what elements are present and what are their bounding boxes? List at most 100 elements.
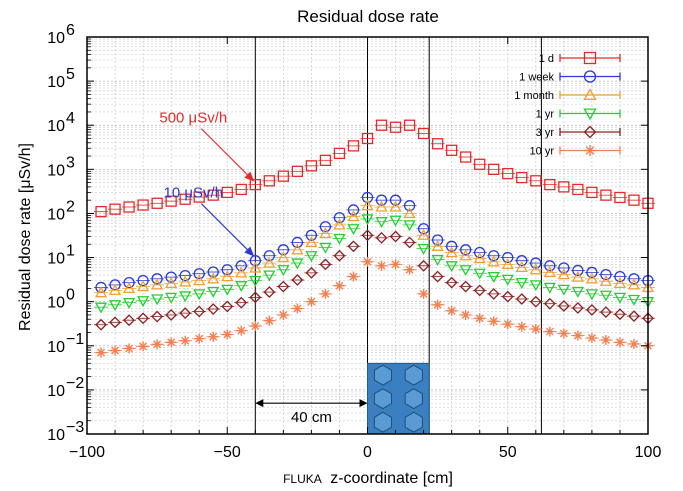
data-point: [375, 200, 388, 212]
data-point: [529, 295, 542, 308]
x-tick-label: −100: [69, 444, 105, 461]
data-point: [137, 312, 150, 325]
data-point: [333, 233, 346, 245]
data-point: [628, 310, 640, 323]
series-1-month: [94, 199, 656, 298]
x-axis-ticks: −100 −50 0 50 100: [69, 37, 661, 461]
annotation-label: 500 μSv/h: [159, 110, 227, 127]
legend-label: 3 yr: [536, 127, 555, 139]
data-point: [389, 215, 402, 227]
data-point: [136, 280, 150, 292]
dimension-arrowhead-right: [359, 399, 368, 408]
data-point: [361, 199, 374, 211]
data-point: [151, 310, 164, 323]
data-point: [305, 266, 318, 279]
data-point: [291, 258, 304, 270]
device-hex-bolt: [404, 364, 423, 386]
data-point: [263, 286, 276, 298]
legend-label: 1 d: [539, 53, 554, 65]
legend: 1 d 1 week 1 month 1 yr 3 yr 10 yr: [514, 51, 621, 158]
data-point: [235, 296, 248, 309]
y-tick-exponent: 6: [66, 22, 75, 39]
data-point: [122, 282, 136, 294]
data-point: [529, 263, 542, 275]
data-point: [445, 276, 458, 289]
data-point: [319, 242, 332, 254]
device-hex-bolt: [373, 411, 392, 433]
data-point: [459, 265, 472, 277]
y-tick-exponent: −3: [66, 419, 84, 436]
data-point: [585, 289, 599, 301]
data-point: [151, 278, 164, 290]
y-tick-label: 10: [47, 251, 65, 268]
data-point: [305, 251, 318, 263]
y-tick-label: 10: [47, 74, 65, 91]
data-point: [165, 277, 178, 289]
data-point: [263, 270, 276, 282]
data-point: [403, 220, 416, 232]
data-point: [263, 256, 276, 268]
data-point: [375, 217, 388, 229]
data-point: [333, 249, 346, 262]
legend-label: 1 week: [519, 72, 554, 84]
data-point: [94, 286, 108, 298]
data-point: [529, 280, 542, 292]
data-point: [614, 308, 626, 321]
data-point: [165, 309, 178, 321]
data-point: [501, 258, 514, 270]
data-point: [347, 240, 360, 253]
data-point: [333, 218, 346, 230]
series-1-d: [94, 119, 656, 218]
data-point: [501, 290, 514, 303]
data-point: [122, 297, 136, 309]
y-axis-label: Residual dose rate [μSv/h]: [17, 143, 34, 331]
data-point: [459, 249, 472, 261]
data-point: [459, 280, 472, 293]
dimension-arrowhead-left: [255, 399, 264, 408]
data-point: [389, 200, 402, 212]
data-point: [347, 224, 360, 236]
y-tick-label: 10: [47, 427, 65, 444]
data-point: [277, 280, 290, 293]
data-point: [277, 265, 290, 277]
data-point: [431, 254, 444, 266]
data-point: [347, 210, 360, 222]
annotation-label: 10 μSv/h: [164, 185, 224, 202]
x-tick-label: 100: [635, 444, 662, 461]
data-point: [585, 304, 598, 316]
data-point: [445, 246, 458, 258]
y-tick-label: 10: [47, 339, 65, 356]
data-point: [613, 277, 627, 289]
data-point: [375, 231, 388, 244]
data-point: [417, 228, 430, 240]
data-point: [543, 282, 556, 294]
data-point: [136, 296, 150, 308]
device-hex-bolt: [404, 411, 423, 433]
legend-marker: [583, 51, 597, 65]
data-point: [445, 261, 458, 273]
data-point: [108, 300, 122, 312]
data-point: [600, 306, 612, 319]
data-point: [151, 294, 164, 306]
data-point: [389, 230, 402, 243]
y-tick-label: 10: [47, 383, 65, 400]
dose-annotations: 500 μSv/h 10 μSv/h: [159, 110, 255, 257]
y-tick-exponent: 4: [66, 110, 75, 127]
data-point: [235, 281, 248, 293]
series-10-yr: [94, 256, 656, 358]
data-point: [291, 243, 304, 255]
data-point: [291, 274, 304, 286]
data-point: [557, 268, 570, 280]
data-point: [403, 207, 416, 219]
data-point: [487, 287, 500, 300]
data-point: [543, 266, 556, 278]
y-tick-label: 10: [47, 206, 65, 223]
legend-marker: [583, 70, 597, 83]
y-tick-exponent: 1: [66, 243, 75, 260]
device-hex-bolt: [404, 388, 423, 410]
data-point: [193, 274, 206, 286]
data-point: [515, 261, 528, 272]
data-point: [557, 284, 570, 296]
legend-marker: [583, 88, 597, 101]
data-point: [403, 236, 416, 249]
